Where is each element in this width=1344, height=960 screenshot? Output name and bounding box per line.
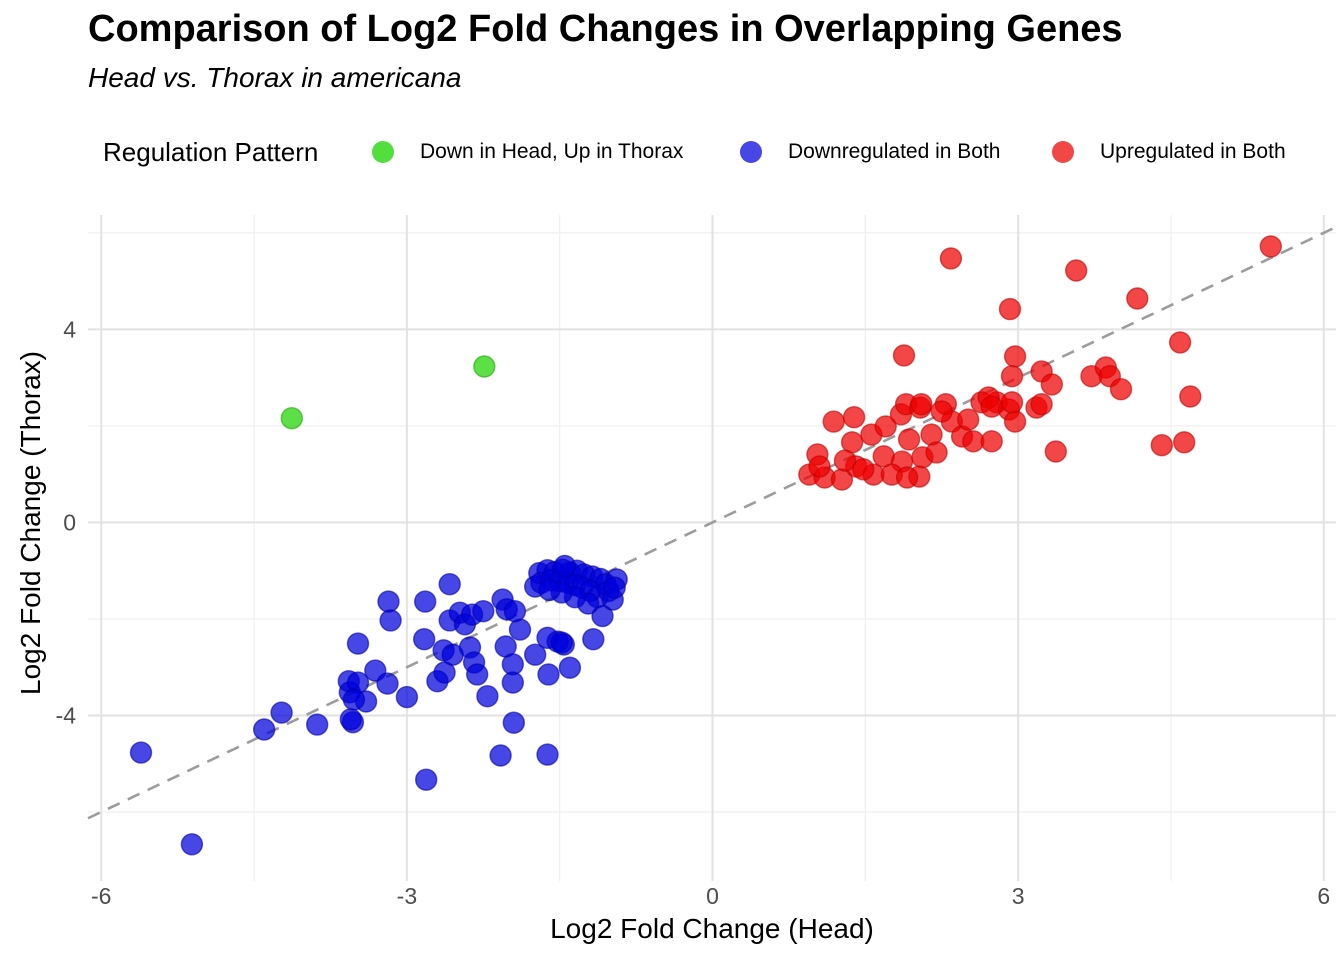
data-point	[1064, 259, 1088, 282]
data-point	[582, 628, 605, 651]
data-point	[537, 663, 560, 686]
data-point	[930, 400, 953, 423]
data-point	[180, 833, 204, 856]
data-point	[939, 247, 963, 270]
data-point	[957, 408, 980, 431]
y-tick-label: -4	[56, 703, 77, 729]
data-point	[1000, 391, 1024, 414]
data-point	[433, 661, 456, 684]
data-point	[270, 701, 293, 724]
data-point	[395, 685, 419, 709]
data-point	[253, 718, 276, 741]
data-point	[910, 393, 933, 416]
data-point	[508, 618, 532, 641]
chart-subtitle: Head vs. Thorax in americana	[88, 62, 462, 93]
data-point	[1259, 235, 1283, 258]
data-point	[550, 631, 573, 654]
x-tick-label: 0	[706, 883, 719, 909]
data-point	[476, 685, 499, 708]
y-tick-label: 0	[63, 509, 76, 535]
x-axis-title: Log2 Fold Change (Head)	[550, 913, 874, 944]
x-tick-label: -6	[91, 883, 111, 909]
legend-item-label: Upregulated in Both	[1100, 140, 1286, 163]
legend-item-label: Down in Head, Up in Thorax	[420, 140, 684, 163]
data-point	[129, 741, 153, 764]
data-point	[833, 449, 857, 472]
y-tick-label: 4	[63, 316, 76, 342]
identity-line	[87, 225, 1337, 820]
data-point	[489, 744, 512, 767]
data-point	[1109, 378, 1133, 401]
data-point	[980, 395, 1003, 418]
data-point	[306, 713, 329, 736]
data-point	[538, 578, 561, 602]
x-tick-label: -3	[397, 883, 417, 909]
data-point	[438, 573, 461, 596]
data-point	[379, 609, 402, 632]
data-point	[980, 430, 1003, 453]
data-point	[998, 297, 1022, 321]
data-point	[1168, 331, 1192, 354]
data-point	[472, 600, 495, 623]
data-point	[1000, 365, 1024, 388]
data-point	[1030, 393, 1053, 416]
legend-dot-icon	[372, 141, 394, 163]
data-point	[473, 355, 496, 378]
data-point	[842, 406, 866, 429]
data-point	[822, 410, 845, 433]
data-point	[874, 415, 897, 438]
legend-item-down-head-up-thorax: Down in Head, Up in Thorax	[372, 128, 683, 176]
data-point	[346, 632, 370, 655]
data-point	[1150, 434, 1174, 457]
data-point	[377, 590, 400, 613]
data-point	[925, 441, 948, 464]
data-point	[376, 672, 399, 695]
data-point	[414, 590, 437, 613]
x-tick-label: 6	[1317, 883, 1330, 909]
legend-item-label: Downregulated in Both	[788, 140, 1001, 163]
data-point	[501, 671, 524, 694]
data-point	[1003, 410, 1027, 433]
data-point	[339, 708, 362, 731]
legend-dot-icon	[740, 141, 762, 163]
data-point	[502, 711, 525, 734]
x-tick-label: 3	[1012, 883, 1025, 909]
legend-title: Regulation Pattern	[103, 137, 319, 167]
data-point	[852, 458, 875, 481]
data-point	[1044, 440, 1068, 463]
data-point	[524, 643, 547, 666]
data-point	[895, 466, 919, 489]
data-point	[413, 628, 436, 651]
data-point	[892, 344, 916, 367]
data-point	[1179, 385, 1202, 408]
data-point	[1172, 431, 1196, 454]
legend-item-downregulated-both: Downregulated in Both	[740, 128, 1000, 176]
data-point	[503, 600, 527, 623]
legend-item-upregulated-both: Upregulated in Both	[1052, 128, 1286, 176]
data-point	[536, 743, 559, 766]
data-point	[280, 407, 303, 430]
data-point	[897, 428, 921, 451]
data-point	[558, 656, 582, 679]
data-point	[342, 688, 366, 711]
data-point	[1126, 287, 1149, 310]
data-point	[1040, 373, 1064, 396]
legend: Regulation Pattern Down in Head, Up in T…	[0, 128, 1344, 176]
data-point	[1003, 345, 1027, 368]
y-axis-title: Log2 Fold Change (Thorax)	[15, 351, 46, 695]
data-point	[603, 576, 626, 599]
legend-dot-icon	[1052, 141, 1074, 163]
data-point	[808, 455, 831, 478]
data-point	[415, 768, 438, 791]
data-point	[553, 554, 576, 578]
chart-title: Comparison of Log2 Fold Changes in Overl…	[88, 8, 1123, 50]
data-point	[466, 663, 489, 686]
